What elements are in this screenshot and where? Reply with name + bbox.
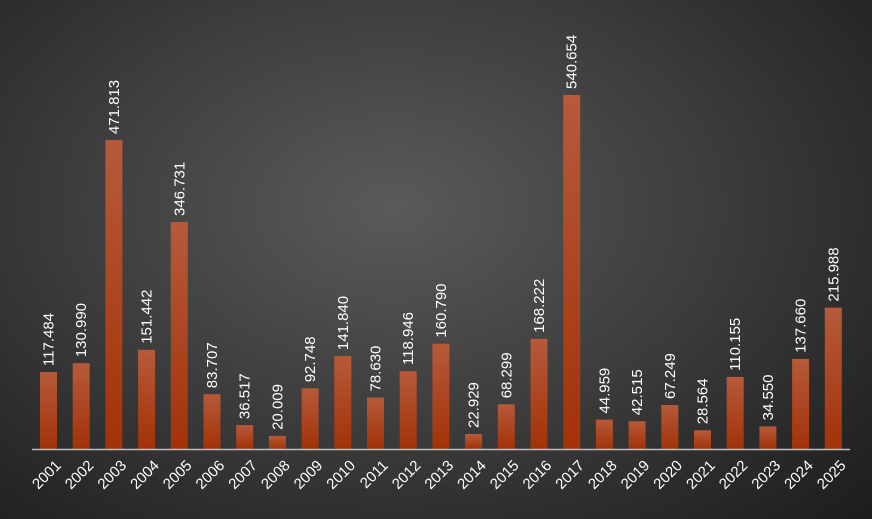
category-label-2014: 2014 (454, 457, 490, 493)
bar-2022 (726, 376, 744, 449)
bar-2025 (824, 307, 842, 449)
value-label-2011: 78.630 (368, 346, 385, 392)
bar-2015 (497, 404, 515, 449)
bar-2005 (170, 222, 188, 449)
category-label-2020: 2020 (650, 457, 686, 493)
category-label-2002: 2002 (62, 457, 98, 493)
value-label-2006: 83.707 (204, 342, 221, 388)
category-label-2009: 2009 (291, 457, 327, 493)
value-label-2018: 44.959 (596, 368, 613, 414)
category-label-2006: 2006 (193, 457, 229, 493)
value-label-2017: 540.654 (564, 35, 581, 89)
bar-2020 (661, 405, 679, 449)
bar-2007 (236, 425, 254, 449)
value-label-2001: 117.484 (41, 313, 58, 366)
value-label-2012: 118.946 (400, 312, 417, 365)
category-label-2017: 2017 (552, 457, 588, 493)
value-label-2004: 151.442 (139, 290, 156, 344)
bar-2013 (432, 343, 450, 449)
category-label-2008: 2008 (258, 457, 294, 493)
category-label-2025: 2025 (814, 457, 850, 493)
value-label-2024: 137.660 (793, 299, 810, 353)
value-label-2023: 34.550 (760, 375, 777, 421)
category-label-2023: 2023 (748, 457, 784, 493)
category-label-2001: 2001 (29, 457, 65, 493)
bar-2012 (399, 371, 417, 449)
category-label-2011: 2011 (357, 457, 392, 492)
category-label-2005: 2005 (160, 457, 196, 493)
value-label-2021: 28.564 (695, 378, 712, 424)
bar-2021 (694, 430, 711, 449)
bar-2008 (268, 435, 286, 449)
value-label-2019: 42.515 (629, 369, 646, 415)
category-label-2015: 2015 (487, 457, 523, 493)
category-label-2003: 2003 (94, 457, 130, 493)
value-label-2005: 346.731 (171, 162, 188, 216)
value-label-2020: 67.249 (662, 353, 679, 399)
category-label-2018: 2018 (585, 457, 621, 493)
category-label-2013: 2013 (421, 457, 457, 493)
bar-2023 (759, 426, 777, 449)
bars-group (40, 95, 842, 449)
category-label-2010: 2010 (323, 457, 359, 493)
bar-2024 (792, 358, 810, 449)
value-label-2010: 141.840 (335, 296, 352, 350)
value-label-2009: 92.748 (302, 336, 319, 382)
category-label-2022: 2022 (716, 457, 752, 493)
category-labels-group: 2001200220032004200520062007200820092010… (29, 457, 849, 493)
value-label-2025: 215.988 (825, 247, 842, 301)
bar-2002 (72, 363, 90, 449)
bar-2010 (334, 356, 352, 449)
bar-2016 (530, 338, 548, 449)
value-label-2013: 160.790 (433, 283, 450, 337)
category-label-2004: 2004 (127, 457, 163, 493)
bar-2001 (40, 372, 57, 449)
bar-2009 (301, 388, 319, 449)
value-label-2015: 68.299 (498, 352, 515, 398)
value-label-2002: 130.990 (73, 303, 90, 357)
value-label-2003: 471.813 (106, 80, 123, 134)
value-labels-group: 117.484 130.990 471.813 151.442 346.731 83.70… (41, 35, 843, 430)
bar-2019 (628, 421, 646, 449)
value-label-2014: 22.929 (466, 382, 483, 428)
bar-2011 (367, 397, 384, 449)
value-label-2022: 110.155 (727, 318, 744, 371)
bar-2017 (563, 95, 581, 449)
value-label-2007: 36.517 (237, 373, 254, 419)
category-label-2019: 2019 (618, 457, 654, 493)
category-label-2024: 2024 (781, 457, 817, 493)
bar-2014 (465, 434, 483, 449)
value-label-2016: 168.222 (531, 279, 548, 333)
bar-2004 (138, 349, 156, 449)
category-label-2021: 2021 (683, 457, 719, 493)
category-label-2016: 2016 (520, 457, 556, 493)
bar-2003 (105, 140, 123, 449)
category-label-2012: 2012 (389, 457, 425, 493)
category-label-2007: 2007 (225, 457, 261, 493)
bar-2018 (595, 419, 613, 449)
bar-2006 (203, 394, 221, 449)
value-label-2008: 20.009 (269, 384, 286, 430)
